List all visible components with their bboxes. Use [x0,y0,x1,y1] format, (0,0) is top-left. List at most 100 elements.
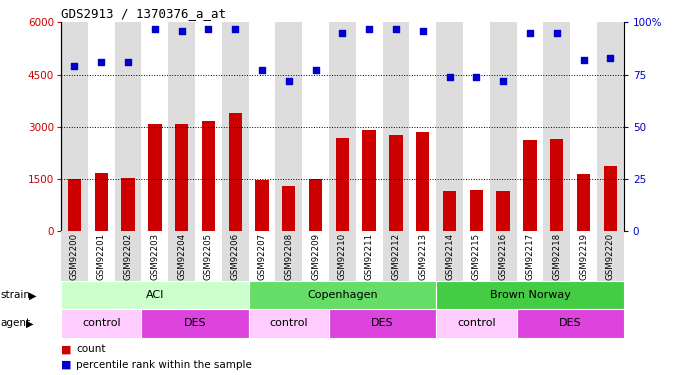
Bar [68,179,81,231]
Point [418,28,428,34]
Point [578,57,589,63]
Bar [115,231,142,281]
Bar [175,124,188,231]
Bar [195,231,222,281]
FancyBboxPatch shape [329,309,436,338]
FancyBboxPatch shape [142,309,249,338]
Bar [470,190,483,231]
Point [283,78,294,84]
Bar [222,22,249,231]
Text: ■: ■ [61,360,71,369]
Text: ▶: ▶ [28,290,36,300]
FancyBboxPatch shape [517,309,624,338]
Bar [61,231,88,281]
Point [256,68,267,74]
Bar [597,22,624,231]
Bar [597,231,624,281]
Text: Copenhagen: Copenhagen [307,290,378,300]
Text: strain: strain [1,290,31,300]
Bar [302,22,329,231]
Bar [88,22,115,231]
Bar [577,174,591,231]
FancyBboxPatch shape [61,309,142,338]
Text: GSM92208: GSM92208 [284,233,294,280]
Text: DES: DES [184,318,206,328]
Text: agent: agent [1,318,31,328]
FancyBboxPatch shape [61,281,249,309]
Bar [382,231,410,281]
Text: GSM92214: GSM92214 [445,233,454,280]
Point [230,26,241,32]
Bar [570,231,597,281]
Text: GSM92206: GSM92206 [231,233,240,280]
Bar [115,22,142,231]
Point [498,78,508,84]
Bar [94,173,108,231]
Bar [282,186,296,231]
Point [391,26,401,32]
Bar [443,191,456,231]
Bar [168,22,195,231]
Point [471,74,482,80]
Bar [121,177,135,231]
Text: ACI: ACI [146,290,164,300]
Text: GDS2913 / 1370376_a_at: GDS2913 / 1370376_a_at [61,7,226,20]
Bar [410,22,436,231]
Text: GSM92205: GSM92205 [204,233,213,280]
Point [69,63,80,69]
Text: GSM92204: GSM92204 [177,233,186,280]
Bar [195,22,222,231]
Bar [463,22,490,231]
Text: count: count [76,344,106,354]
Bar [309,178,322,231]
Bar [356,22,382,231]
Bar [329,231,356,281]
Text: GSM92203: GSM92203 [151,233,159,280]
Text: control: control [269,318,308,328]
Point [203,26,214,32]
Point [525,30,536,36]
Bar [249,231,275,281]
Bar [275,231,302,281]
Bar [496,191,510,231]
Text: GSM92207: GSM92207 [258,233,266,280]
Bar [142,231,168,281]
Bar [302,231,329,281]
Text: GSM92216: GSM92216 [499,233,508,280]
Bar [228,113,242,231]
Text: GSM92210: GSM92210 [338,233,347,280]
Text: GSM92201: GSM92201 [97,233,106,280]
Text: control: control [457,318,496,328]
Point [96,59,106,65]
Point [310,68,321,74]
Text: GSM92212: GSM92212 [391,233,401,280]
Text: Brown Norway: Brown Norway [490,290,570,300]
FancyBboxPatch shape [436,309,517,338]
Bar [543,22,570,231]
FancyBboxPatch shape [249,309,329,338]
Text: GSM92217: GSM92217 [525,233,534,280]
Bar [463,231,490,281]
Text: GSM92218: GSM92218 [553,233,561,280]
Bar [570,22,597,231]
Bar [517,22,543,231]
Bar [356,231,382,281]
Bar [256,180,268,231]
Text: GSM92211: GSM92211 [365,233,374,280]
Bar [543,231,570,281]
Bar [436,231,463,281]
Text: GSM92200: GSM92200 [70,233,79,280]
FancyBboxPatch shape [249,281,436,309]
Bar [517,231,543,281]
Text: GSM92202: GSM92202 [123,233,132,280]
Bar [275,22,302,231]
Point [337,30,348,36]
Bar [148,124,161,231]
Text: GSM92219: GSM92219 [579,233,588,280]
Text: GSM92215: GSM92215 [472,233,481,280]
Bar [389,135,403,231]
Point [605,55,616,61]
Bar [550,139,563,231]
Text: ■: ■ [61,344,71,354]
Bar [142,22,168,231]
